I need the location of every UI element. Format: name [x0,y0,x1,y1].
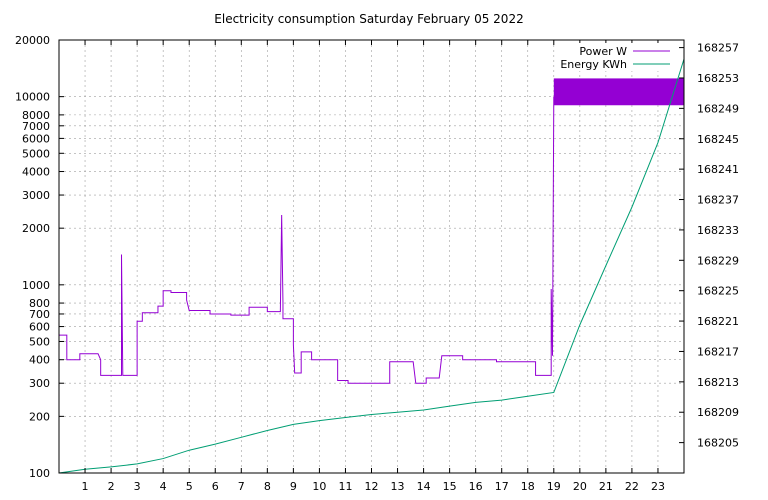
y-left-tick-label: 600 [29,321,50,334]
energy-series-line [58,58,685,474]
axis-ticks: 1 2 3 4 5 6 7 8 9 10 11 12 13 14 15 16 17 18 19 20 21 22 23100… [15,34,739,493]
y-left-tick-label: 2000 [22,222,50,235]
y-right-tick-label: 168249 [697,102,739,115]
y-left-tick-label: 3000 [22,189,50,202]
y-left-tick-label: 4000 [22,166,50,179]
y-right-tick-label: 168253 [697,72,739,85]
legend: Power W Energy KWh [560,43,678,71]
y-left-tick-label: 1000 [22,279,50,292]
y-left-tick-label: 10000 [15,91,50,104]
x-tick-label: 3 [134,480,141,493]
y-right-tick-label: 168229 [697,254,739,267]
y-left-tick-label: 6000 [22,132,50,145]
y-right-tick-label: 168217 [697,345,739,358]
y-left-tick-label: 800 [29,297,50,310]
x-tick-label: 2 [108,480,115,493]
x-tick-label: 7 [238,480,245,493]
x-tick-label: 15 [443,480,457,493]
y-right-tick-label: 168257 [697,42,739,55]
x-tick-label: 12 [365,480,379,493]
y-left-tick-label: 100 [29,467,50,480]
x-tick-label: 1 [82,480,89,493]
x-tick-label: 4 [160,480,167,493]
y-left-tick-label: 300 [29,377,50,390]
y-right-tick-label: 168241 [697,163,739,176]
y-left-tick-label: 400 [29,354,50,367]
y-left-tick-label: 8000 [22,109,50,122]
power-series-line [59,96,555,384]
x-tick-label: 22 [625,480,639,493]
y-left-tick-label: 200 [29,410,50,423]
x-tick-label: 16 [469,480,483,493]
y-right-tick-label: 168233 [697,224,739,237]
grid-lines [59,40,684,473]
x-tick-label: 23 [651,480,665,493]
y-right-tick-label: 168213 [697,376,739,389]
y-left-tick-label: 500 [29,335,50,348]
y-right-tick-label: 168225 [697,285,739,298]
x-tick-label: 17 [495,480,509,493]
legend-background [560,43,678,71]
y-right-tick-label: 168209 [697,406,739,419]
legend-label-power: Power W [579,45,627,58]
y-right-tick-label: 168221 [697,315,739,328]
legend-label-energy: Energy KWh [560,58,627,71]
x-tick-label: 21 [599,480,613,493]
series-layer [58,58,685,474]
power-band [553,78,684,106]
x-tick-label: 13 [391,480,405,493]
x-tick-label: 8 [264,480,271,493]
x-tick-label: 10 [312,480,326,493]
y-right-tick-label: 168237 [697,194,739,207]
x-tick-label: 19 [547,480,561,493]
y-left-tick-label: 20000 [15,34,50,47]
y-right-tick-label: 168245 [697,133,739,146]
x-tick-label: 5 [186,480,193,493]
x-tick-label: 9 [290,480,297,493]
y-left-tick-label: 7000 [22,120,50,133]
y-right-tick-label: 168205 [697,437,739,450]
x-tick-label: 14 [417,480,431,493]
x-tick-label: 6 [212,480,219,493]
y-left-tick-label: 700 [29,308,50,321]
chart-title: Electricity consumption Saturday Februar… [214,12,523,26]
x-tick-label: 18 [521,480,535,493]
x-tick-label: 20 [573,480,587,493]
y-left-tick-label: 5000 [22,147,50,160]
x-tick-label: 11 [338,480,352,493]
